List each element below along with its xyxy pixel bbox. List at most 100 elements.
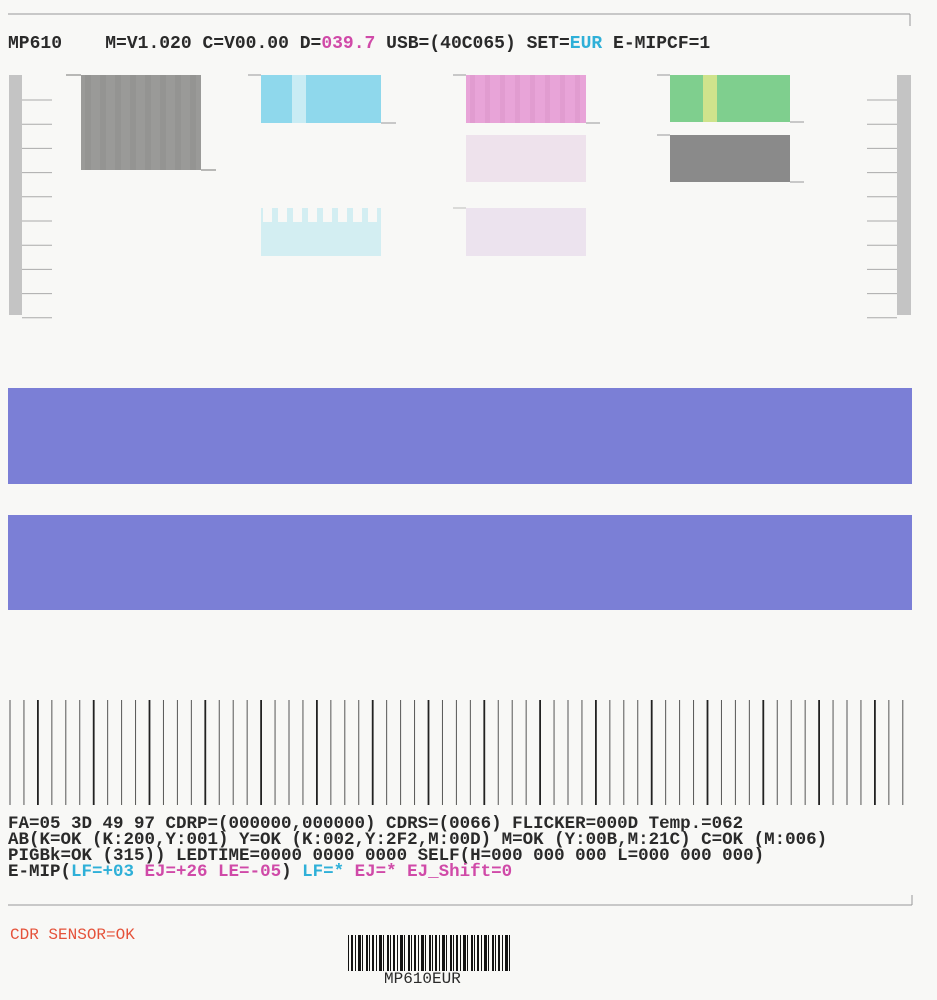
nozzle-block-magenta — [466, 75, 586, 123]
barcode-bar — [432, 935, 433, 971]
nozzle-stripe — [545, 75, 550, 123]
nozzle-stripe — [308, 208, 317, 222]
barcode-bar — [372, 935, 374, 971]
emip-part: E-MIP( — [8, 862, 72, 882]
nozzle-stripe — [530, 75, 535, 123]
nozzle-stripe — [338, 208, 347, 222]
barcode-bar — [408, 935, 410, 971]
nozzle-stripe — [263, 208, 272, 222]
nozzle-stripe — [703, 75, 717, 122]
barcode-bar — [358, 935, 361, 971]
nozzle-stripe — [323, 208, 332, 222]
nozzle-stripe — [85, 75, 91, 170]
barcode-bar — [379, 935, 382, 971]
status-block: FA=05 3D 49 97 CDRP=(000000,000000) CDRS… — [8, 814, 827, 882]
nozzle-stripe — [100, 75, 106, 170]
barcode-bar — [418, 935, 419, 971]
barcode-bar — [393, 935, 395, 971]
barcode-bar — [498, 935, 500, 971]
field: E-MIPCF=1 — [613, 34, 711, 54]
barcode-bar — [453, 935, 454, 971]
barcode-bar — [484, 935, 487, 971]
nozzle-stripe — [293, 208, 302, 222]
barcode-bar — [429, 935, 431, 971]
barcode-bar — [509, 935, 510, 971]
barcode-bar — [411, 935, 412, 971]
field: USB=(40C065) — [386, 34, 516, 54]
barcode-bar — [387, 935, 389, 971]
barcode-bar — [390, 935, 391, 971]
barcode-bar — [471, 935, 473, 971]
nozzle-block-green — [670, 75, 790, 122]
barcode-bar — [421, 935, 424, 971]
emip-part: EJ=* EJ_Shift=0 — [354, 862, 513, 882]
nozzle-stripe — [160, 75, 166, 170]
barcode-bar — [495, 935, 496, 971]
nozzle-block-black — [81, 75, 201, 170]
barcode-bar — [450, 935, 452, 971]
nozzle-stripe — [515, 75, 520, 123]
barcode-bar — [505, 935, 508, 971]
barcode-bar — [463, 935, 466, 971]
barcode-bar — [383, 935, 384, 971]
barcode-bar — [467, 935, 468, 971]
barcode-bar — [366, 935, 368, 971]
barcode-bar — [414, 935, 416, 971]
nozzle-stripe — [190, 75, 196, 170]
nozzle-block-light-magenta — [466, 208, 586, 256]
field: D= — [299, 34, 322, 54]
field: 039.7 — [321, 34, 376, 54]
barcode-bar — [488, 935, 489, 971]
barcode-bar — [348, 935, 349, 971]
barcode-bar — [446, 935, 447, 971]
blue-band — [8, 515, 912, 610]
nozzle-stripe — [575, 75, 580, 123]
nozzle-block-gray — [670, 135, 790, 182]
blue-band — [8, 388, 912, 484]
nozzle-block-light-magenta — [466, 135, 586, 182]
field: C=V00.00 — [202, 34, 289, 54]
barcode-bar — [492, 935, 494, 971]
nozzle-stripe — [130, 75, 136, 170]
model: MP610 — [8, 34, 63, 54]
emip-part: LF=* — [302, 862, 345, 882]
emip-part: LF=+03 — [71, 862, 135, 882]
side-bar — [9, 75, 22, 315]
barcode-bar — [502, 935, 503, 971]
nozzle-stripe — [560, 75, 565, 123]
barcode-bar — [355, 935, 356, 971]
barcode-label: MP610EUR — [384, 970, 461, 988]
nozzle-block-cyan — [261, 75, 381, 123]
nozzle-stripe — [145, 75, 151, 170]
barcode-bar — [397, 935, 398, 971]
field: SET= — [526, 34, 570, 54]
nozzle-stripe — [353, 208, 362, 222]
nozzle-stripe — [470, 75, 475, 123]
field: EUR — [569, 34, 603, 54]
nozzle-stripe — [175, 75, 181, 170]
emip-part: ) — [281, 862, 292, 882]
nozzle-stripe — [278, 208, 287, 222]
barcode-bar — [369, 935, 370, 971]
side-bar — [897, 75, 911, 315]
nozzle-stripe — [485, 75, 490, 123]
barcode-bar — [351, 935, 353, 971]
barcode-bar — [362, 935, 363, 971]
barcode-bar — [477, 935, 479, 971]
barcode-bar — [481, 935, 482, 971]
barcode-bar — [442, 935, 445, 971]
nozzle-stripe — [115, 75, 121, 170]
emip-line: E-MIP(LF=+03 EJ=+26 LE=-05) LF=* EJ=* EJ… — [8, 862, 827, 882]
nozzle-stripe — [292, 75, 306, 123]
status-line: PIGBk=OK (315)) LEDTIME=0000 0000 0000 S… — [8, 846, 765, 866]
status-line: FA=05 3D 49 97 CDRP=(000000,000000) CDRS… — [8, 814, 744, 834]
barcode-bar — [404, 935, 405, 971]
barcode-bar — [460, 935, 461, 971]
barcode-bar — [425, 935, 426, 971]
nozzle-stripe — [368, 208, 377, 222]
barcode-bar — [439, 935, 440, 971]
barcode-bar — [400, 935, 403, 971]
emip-part: EJ=+26 LE=-05 — [144, 862, 282, 882]
